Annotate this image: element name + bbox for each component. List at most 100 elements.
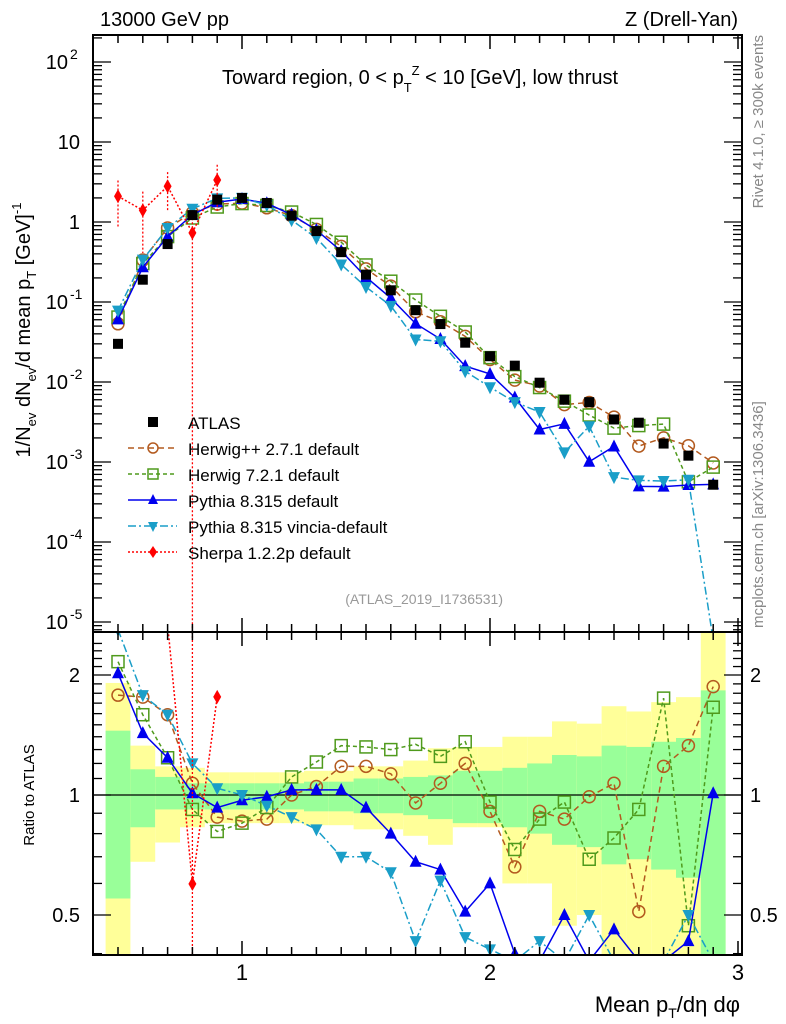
x-tick-label: 1 xyxy=(236,960,248,985)
marker-triangle-up xyxy=(608,922,620,935)
data-point xyxy=(311,226,322,237)
marker-triangle-down xyxy=(384,867,397,880)
marker-diamond xyxy=(114,189,122,204)
marker-open-circle xyxy=(111,688,125,702)
marker-triangle-up xyxy=(484,876,496,889)
marker-open-circle xyxy=(557,812,572,826)
data-point xyxy=(435,319,446,330)
data-point xyxy=(683,450,694,461)
y-tick-label: 10 xyxy=(46,292,68,314)
marker-triangle-down xyxy=(558,447,571,460)
marker-open-square xyxy=(384,742,398,757)
data-point xyxy=(658,438,669,449)
marker-triangle-down xyxy=(161,222,174,235)
marker-open-square xyxy=(632,802,646,817)
marker-triangle-down xyxy=(658,956,670,968)
legend: ATLAS Herwig++ 2.7.1 default Herwig 7.2.1 … xyxy=(128,414,388,563)
marker-triangle-up xyxy=(112,312,124,325)
marker-triangle-down xyxy=(310,824,323,837)
marker-triangle-down xyxy=(682,910,695,922)
marker-diamond xyxy=(138,203,147,218)
marker-open-square xyxy=(582,408,596,422)
marker-triangle-down xyxy=(136,690,149,703)
marker-open-circle xyxy=(656,759,671,774)
y-tick-label: 10 xyxy=(58,132,80,154)
y-tick-label-exponent: -3 xyxy=(70,446,83,462)
marker-open-square xyxy=(706,700,720,715)
marker-open-circle xyxy=(483,804,497,819)
marker-triangle-down xyxy=(360,851,372,864)
marker-triangle-down xyxy=(509,956,521,968)
ratio-y-tick-label: 2 xyxy=(69,665,80,687)
marker-diamond xyxy=(188,876,197,891)
data-point xyxy=(286,210,297,221)
ratio-bands xyxy=(93,632,742,955)
marker-triangle-down xyxy=(186,203,199,216)
marker-open-circle xyxy=(632,904,646,919)
ratio-line-sherpa-1-2-2p-default xyxy=(167,632,218,885)
marker-triangle-down xyxy=(657,476,670,489)
header-right: Z (Drell-Yan) xyxy=(625,9,738,31)
marker-triangle-down xyxy=(459,366,472,379)
marker-triangle-down xyxy=(360,281,372,294)
marker-open-circle xyxy=(508,860,522,874)
stat-uncertainty-band xyxy=(428,775,453,820)
marker-triangle-up xyxy=(360,800,372,813)
stat-uncertainty-band xyxy=(651,741,676,870)
marker-open-circle xyxy=(532,804,547,819)
marker-open-square xyxy=(147,468,159,480)
marker-triangle-up xyxy=(161,750,174,763)
marker-open-circle xyxy=(384,767,398,781)
y-tick-label: 10 xyxy=(46,52,68,74)
ratio-y-tick-label: 1 xyxy=(750,785,761,807)
data-point xyxy=(509,360,520,371)
marker-triangle-down xyxy=(434,875,447,888)
y-tick-label: 10 xyxy=(46,532,68,554)
data-point xyxy=(237,192,247,203)
ratio-plot-frame xyxy=(92,631,743,956)
marker-triangle-down xyxy=(707,956,719,968)
stat-uncertainty-band xyxy=(155,776,180,810)
marker-open-square xyxy=(582,852,596,866)
marker-triangle-up xyxy=(583,454,596,467)
data-point xyxy=(113,338,123,349)
marker-triangle-down xyxy=(682,474,695,487)
data-point xyxy=(162,239,173,250)
marker-triangle-up xyxy=(434,862,447,875)
marker-triangle-down xyxy=(148,522,158,532)
y-tick-label: 10 xyxy=(46,452,68,474)
marker-triangle-down xyxy=(508,397,521,410)
data-point xyxy=(261,197,272,208)
marker-open-circle xyxy=(334,759,348,774)
stat-uncertainty-band xyxy=(576,756,602,848)
marker-triangle-up xyxy=(136,726,149,739)
data-point xyxy=(609,414,619,425)
data-point xyxy=(148,417,158,427)
data-point xyxy=(385,285,396,296)
marker-triangle-up xyxy=(484,366,496,379)
x-tick-label: 2 xyxy=(484,960,496,985)
stat-uncertainty-band xyxy=(527,763,552,834)
marker-diamond xyxy=(213,172,222,187)
marker-triangle-down xyxy=(608,956,620,968)
y-tick-label: 10 xyxy=(46,612,68,634)
marker-open-square xyxy=(334,738,348,753)
marker-triangle-up xyxy=(112,666,124,679)
marker-open-circle xyxy=(147,442,159,454)
stat-uncertainty-band xyxy=(700,690,726,955)
marker-triangle-up xyxy=(260,789,273,802)
marker-triangle-down xyxy=(161,709,174,722)
data-point xyxy=(410,305,421,316)
marker-open-square xyxy=(607,831,621,845)
data-point xyxy=(137,274,148,285)
marker-open-square xyxy=(532,812,547,826)
x-tick-label: 3 xyxy=(732,960,744,985)
marker-triangle-up xyxy=(608,439,620,452)
data-point xyxy=(633,417,644,428)
marker-open-square xyxy=(235,816,249,830)
marker-open-circle xyxy=(458,756,472,771)
marker-open-square xyxy=(185,802,200,817)
marker-open-circle xyxy=(632,439,646,453)
marker-diamond xyxy=(188,225,197,240)
